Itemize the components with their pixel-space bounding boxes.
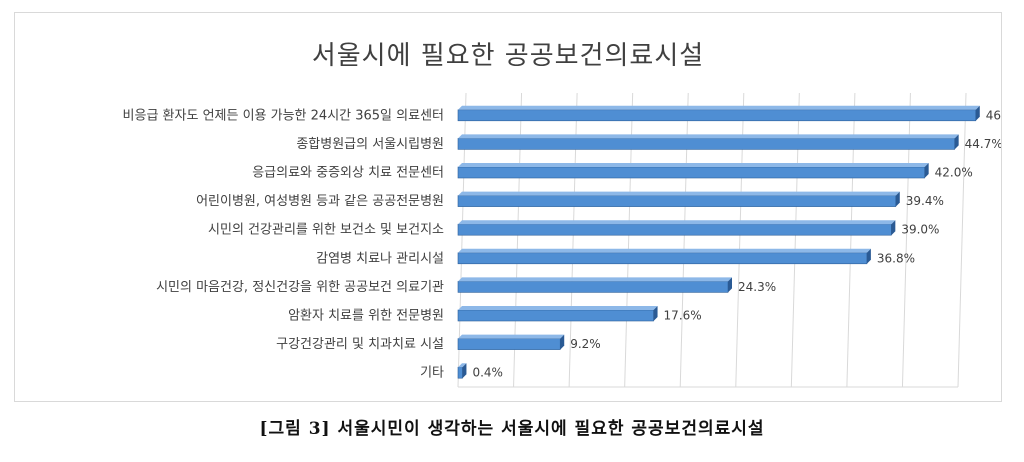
bar-top-face — [458, 363, 467, 368]
data-label: 17.6% — [664, 309, 702, 323]
bar-top-face — [458, 334, 565, 339]
bar-top-face — [458, 134, 959, 139]
figure-caption: [그림 3] 서울시민이 생각하는 서울시에 필요한 공공보건의료시설 — [259, 419, 765, 439]
data-label: 0.4% — [472, 366, 503, 380]
category-label: 구강건강관리 및 치과치료 시설 — [276, 337, 444, 352]
bar — [457, 109, 977, 122]
data-label: 44.7% — [965, 137, 1001, 151]
bar — [457, 281, 729, 293]
gridline — [957, 92, 967, 388]
bar — [457, 252, 868, 265]
bar-side-face — [866, 248, 871, 264]
bar-chart: 비응급 환자도 언제든 이용 가능한 24시간 365일 의료센터 46.6% 종합… — [123, 92, 1001, 388]
chart-title: 서울시에 필요한 공공보건의료시설 — [311, 41, 705, 71]
category-label: 시민의 마음건강, 정신건강을 위한 공공보건 의료기관 — [156, 280, 444, 295]
bar-side-face — [954, 134, 959, 150]
bar — [457, 366, 463, 379]
category-label: 종합병원급의 서울시립병원 — [296, 137, 444, 152]
bar — [457, 223, 892, 236]
category-label: 암환자 치료를 위한 전문병원 — [288, 309, 444, 324]
bar — [457, 195, 897, 207]
bar — [457, 138, 955, 150]
bar-top-face — [458, 191, 900, 196]
category-label: 기타 — [420, 366, 444, 381]
category-label: 응급의료와 중증외상 치료 전문센터 — [252, 166, 444, 181]
label-layer: 비응급 환자도 언제든 이용 가능한 24시간 365일 의료센터 46.6% 종합… — [123, 108, 1001, 380]
data-label: 46.6% — [986, 108, 1001, 122]
bar-layer — [457, 105, 980, 379]
chart-frame: 서울시에 필요한 공공보건의료시설 비응급 환자도 언제든 이용 가능한 24시… — [14, 12, 1002, 402]
data-label: 24.3% — [738, 280, 776, 294]
data-label: 39.0% — [901, 223, 939, 237]
category-label: 어린이병원, 여성병원 등과 같은 공공전문병원 — [196, 194, 444, 209]
bar-side-face — [895, 191, 900, 207]
bar-side-face — [462, 363, 467, 379]
data-label: 9.2% — [570, 337, 601, 351]
bar-side-face — [728, 277, 732, 293]
bar-side-face — [924, 163, 929, 178]
category-label: 비응급 환자도 언제든 이용 가능한 24시간 365일 의료센터 — [123, 108, 444, 123]
bar-side-face — [653, 306, 658, 321]
category-label: 시민의 건강관리를 위한 보건소 및 보건지소 — [208, 223, 444, 238]
bar — [457, 309, 654, 322]
bar-top-face — [458, 306, 658, 310]
bar-top-face — [458, 105, 980, 110]
bar-side-face — [891, 220, 896, 236]
category-label: 감염병 치료나 관리시설 — [316, 251, 444, 266]
bar-top-face — [458, 220, 896, 225]
bar-top-face — [458, 163, 929, 167]
bar — [457, 166, 925, 179]
data-label: 36.8% — [877, 251, 915, 265]
bar-top-face — [458, 277, 732, 282]
data-label: 39.4% — [906, 194, 944, 208]
bar — [457, 338, 561, 350]
bar-side-face — [560, 334, 565, 350]
data-label: 42.0% — [935, 166, 973, 180]
bar-top-face — [458, 248, 871, 253]
bar-side-face — [975, 105, 980, 121]
